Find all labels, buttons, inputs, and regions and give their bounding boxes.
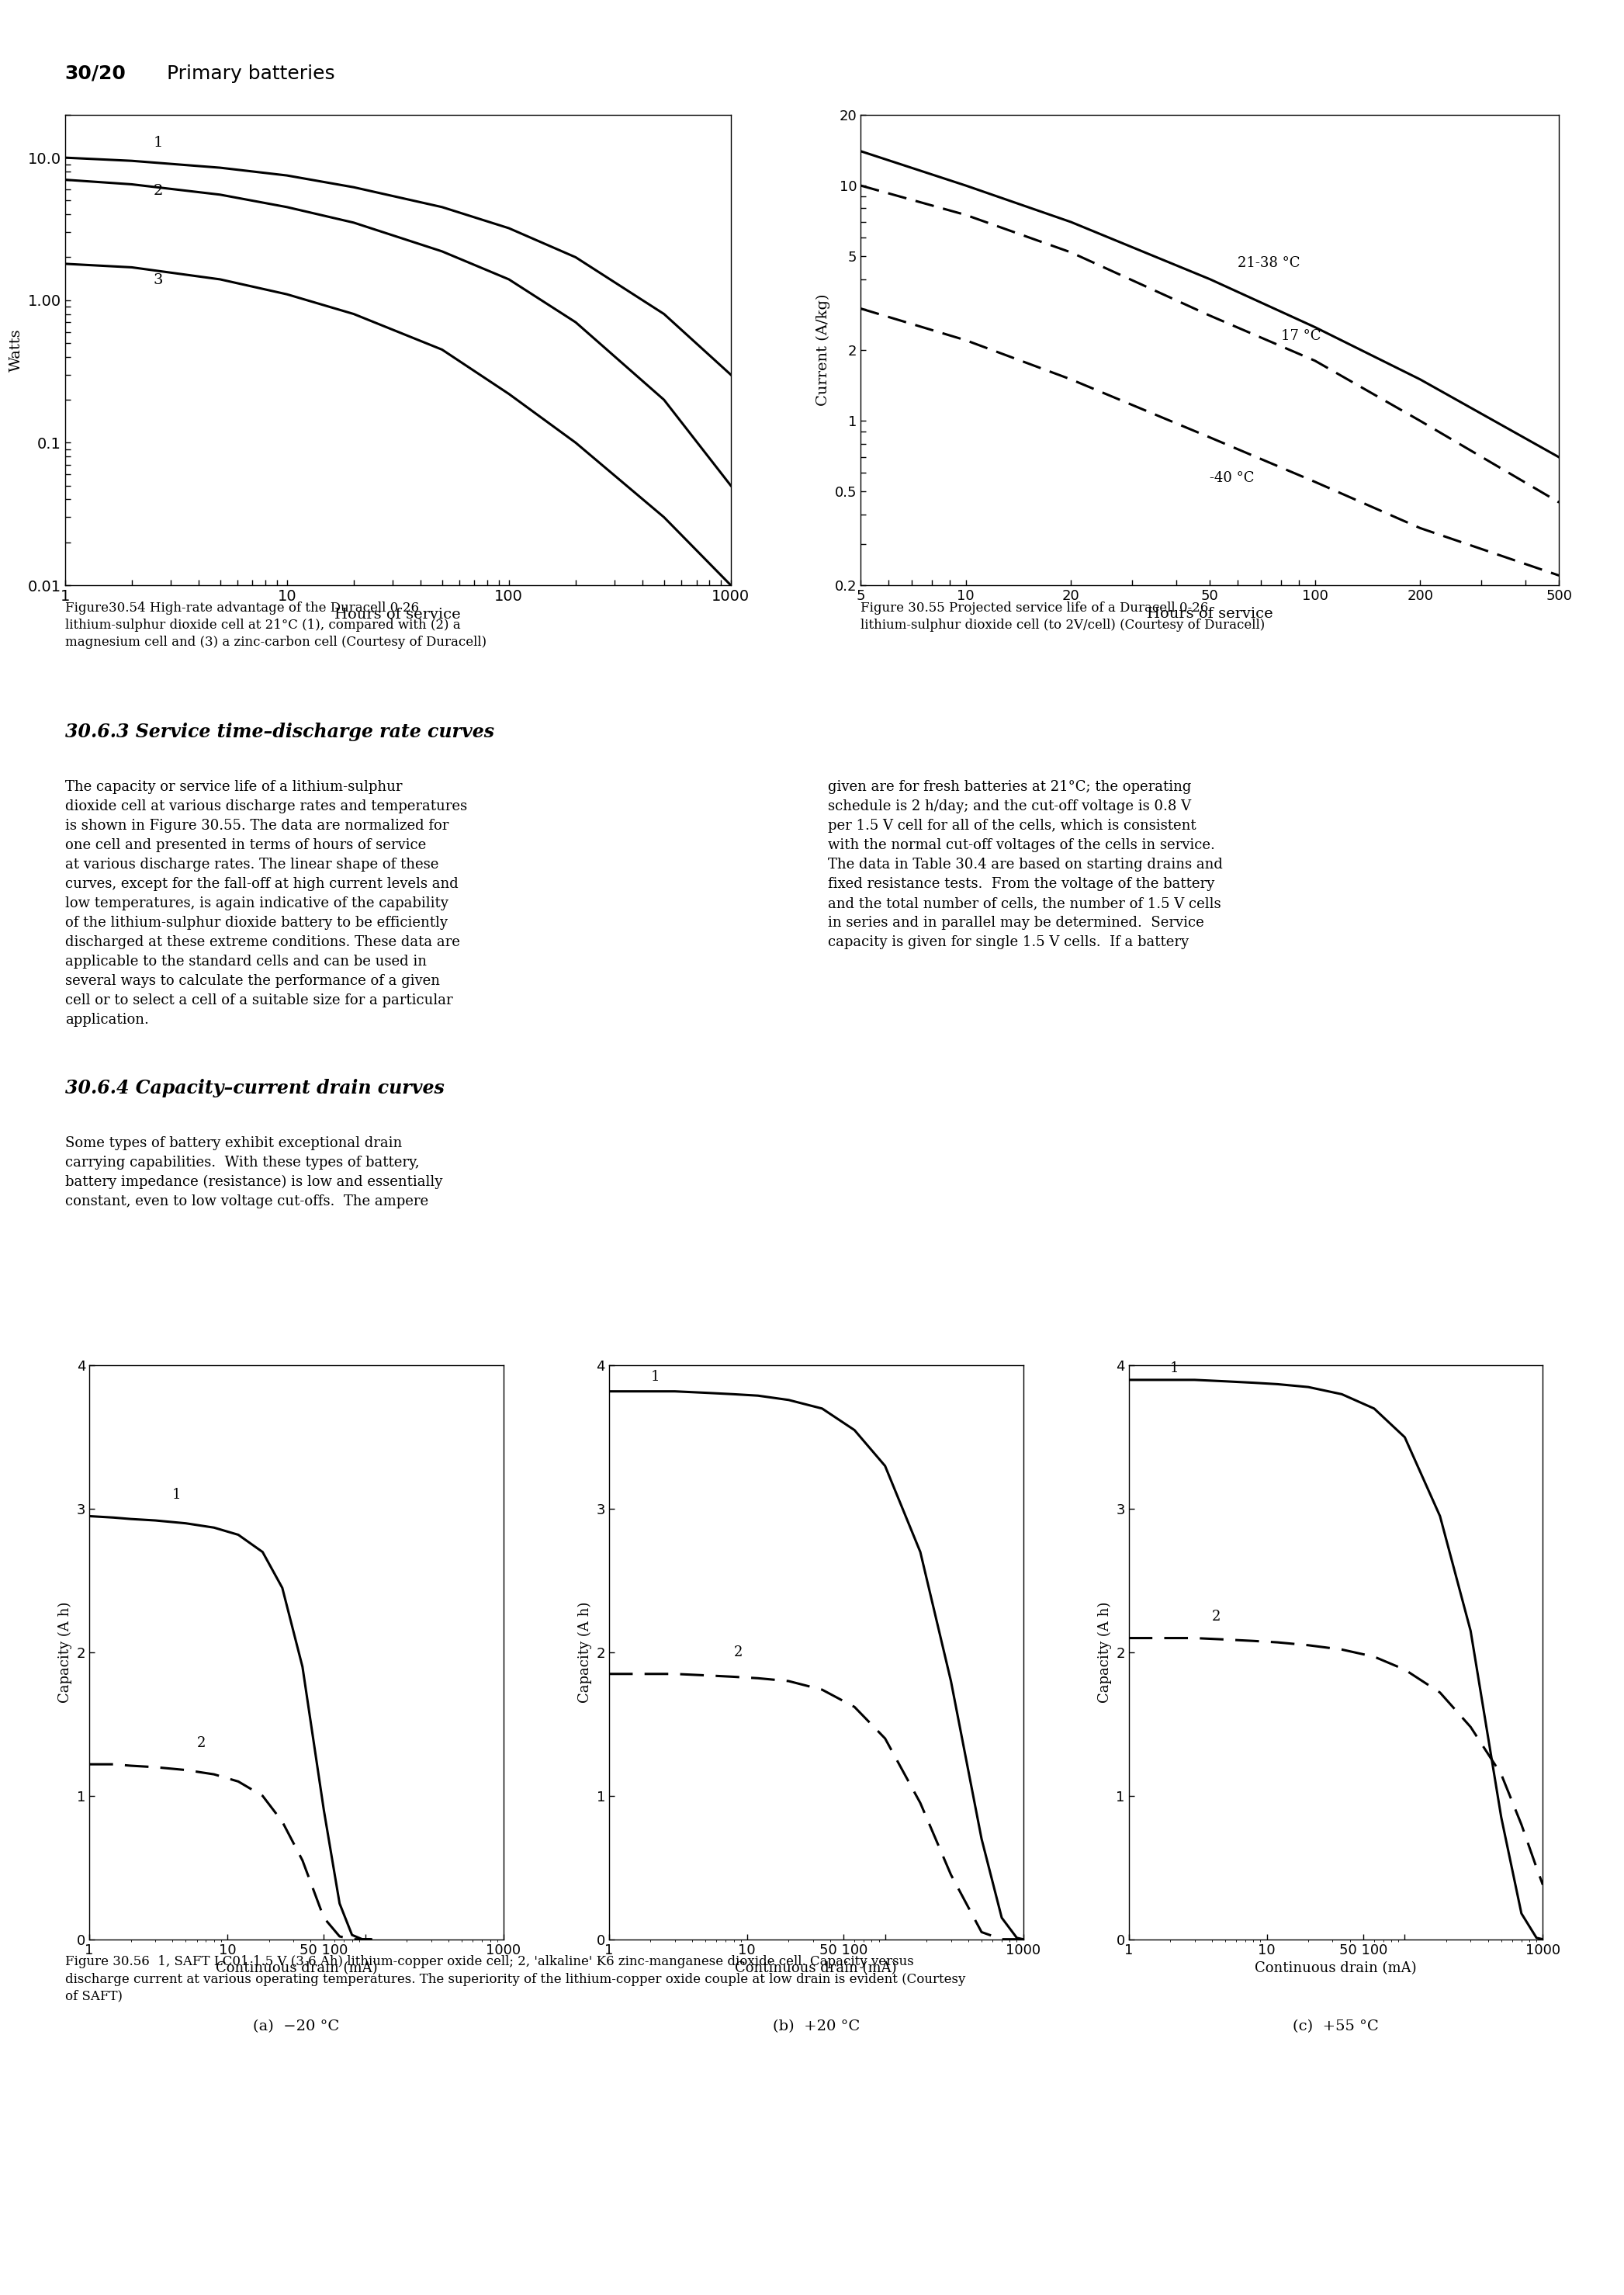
Text: The capacity or service life of a lithium-sulphur
dioxide cell at various discha: The capacity or service life of a lithiu… <box>65 780 468 1028</box>
Text: 2: 2 <box>1212 1609 1221 1625</box>
Text: 17 °C: 17 °C <box>1281 330 1320 344</box>
Text: Figure30.54 High-rate advantage of the Duracell 0-26
lithium-sulphur dioxide cel: Figure30.54 High-rate advantage of the D… <box>65 601 486 649</box>
Text: (b)  +20 °C: (b) +20 °C <box>773 2020 859 2033</box>
Text: Figure 30.55 Projected service life of a Duracell 0-26
lithium-sulphur dioxide c: Figure 30.55 Projected service life of a… <box>861 601 1265 631</box>
Y-axis label: Capacity (A h): Capacity (A h) <box>1098 1602 1112 1703</box>
Text: 3: 3 <box>153 273 162 287</box>
Text: 21-38 °C: 21-38 °C <box>1237 257 1299 271</box>
Text: 2: 2 <box>153 184 162 197</box>
Text: -40 °C: -40 °C <box>1210 470 1254 484</box>
Text: Figure 30.56  1, SAFT LC01 1.5 V (3.6 Ah) lithium-copper oxide cell; 2, 'alkalin: Figure 30.56 1, SAFT LC01 1.5 V (3.6 Ah)… <box>65 1955 965 2004</box>
X-axis label: Continuous drain (mA): Continuous drain (mA) <box>1255 1962 1416 1976</box>
Text: given are for fresh batteries at 21°C; the operating
schedule is 2 h/day; and th: given are for fresh batteries at 21°C; t… <box>828 780 1223 950</box>
Text: 2: 2 <box>197 1735 206 1749</box>
Text: Primary batteries: Primary batteries <box>154 64 335 83</box>
Y-axis label: Current (A/kg): Current (A/kg) <box>817 294 830 406</box>
X-axis label: Hours of service: Hours of service <box>1147 608 1273 622</box>
Text: Some types of battery exhibit exceptional drain
carrying capabilities.  With the: Some types of battery exhibit exceptiona… <box>65 1136 442 1209</box>
Text: 1: 1 <box>153 135 162 149</box>
X-axis label: Continuous drain (mA): Continuous drain (mA) <box>736 1962 896 1976</box>
Text: 30.6.3 Service time–discharge rate curves: 30.6.3 Service time–discharge rate curve… <box>65 723 494 741</box>
X-axis label: Hours of service: Hours of service <box>335 608 461 622</box>
Text: (a)  −20 °C: (a) −20 °C <box>253 2020 339 2033</box>
Text: 1: 1 <box>1171 1361 1179 1375</box>
Text: 30.6.4 Capacity–current drain curves: 30.6.4 Capacity–current drain curves <box>65 1079 445 1097</box>
Y-axis label: Watts: Watts <box>10 328 23 372</box>
Text: 30/20: 30/20 <box>65 64 127 83</box>
Text: 2: 2 <box>734 1646 742 1659</box>
Y-axis label: Capacity (A h): Capacity (A h) <box>58 1602 73 1703</box>
Y-axis label: Capacity (A h): Capacity (A h) <box>578 1602 593 1703</box>
X-axis label: Continuous drain (mA): Continuous drain (mA) <box>216 1962 377 1976</box>
Text: 1: 1 <box>651 1370 659 1384</box>
Text: 1: 1 <box>172 1487 182 1501</box>
Text: (c)  +55 °C: (c) +55 °C <box>1293 2020 1379 2033</box>
